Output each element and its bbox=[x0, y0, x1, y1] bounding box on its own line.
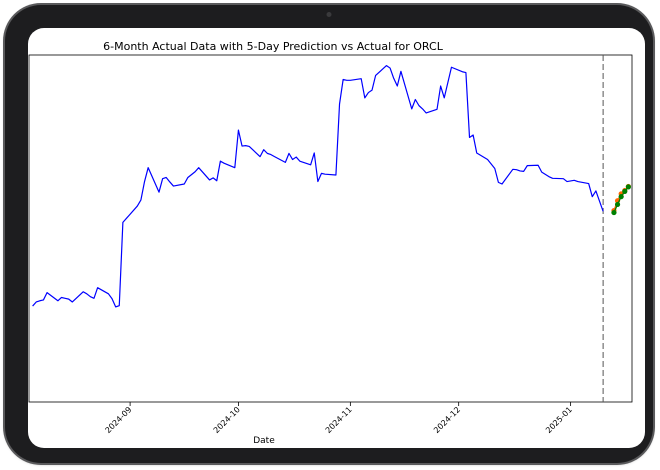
series-layer bbox=[32, 65, 631, 308]
x-tick-label: 2024-12 bbox=[432, 405, 462, 435]
plot-area bbox=[28, 54, 633, 403]
data-point-actual_future bbox=[622, 188, 628, 194]
data-point-actual_future bbox=[625, 184, 631, 190]
data-point-actual_future bbox=[618, 194, 624, 200]
data-point-actual_future bbox=[614, 201, 621, 208]
x-axis: 2024-09 2024-10 2024-11 2024-12 2025-01 bbox=[104, 402, 574, 435]
x-tick-label: 2024-11 bbox=[324, 405, 354, 435]
stock-line-chart: 6-Month Actual Data with 5-Day Predictio… bbox=[28, 40, 633, 446]
data-point-actual_future bbox=[611, 209, 617, 216]
x-axis-label: Date bbox=[253, 436, 275, 446]
x-tick-label: 2024-10 bbox=[212, 405, 242, 435]
x-tick-label: 2025-01 bbox=[544, 405, 574, 435]
tablet-screen: 6-Month Actual Data with 5-Day Predictio… bbox=[28, 28, 645, 448]
chart-title: 6-Month Actual Data with 5-Day Predictio… bbox=[103, 40, 444, 53]
tablet-frame: 6-Month Actual Data with 5-Day Predictio… bbox=[5, 5, 653, 463]
x-tick-label: 2024-09 bbox=[104, 405, 134, 435]
front-camera bbox=[326, 12, 332, 17]
series-line-actual bbox=[32, 65, 604, 308]
